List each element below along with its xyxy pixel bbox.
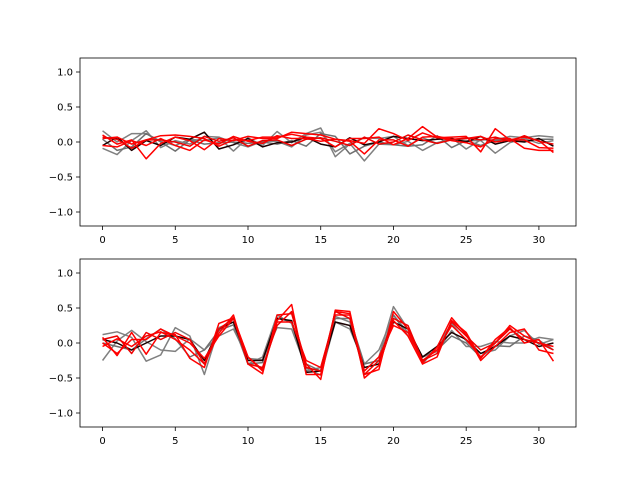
- series-line-4: [102, 127, 554, 160]
- y-tick-label: −0.5: [49, 173, 73, 184]
- x-tick-label: 30: [533, 436, 546, 447]
- x-tick-label: 10: [242, 436, 255, 447]
- y-tick-label: 0.5: [57, 304, 73, 315]
- series-line-7: [102, 310, 554, 376]
- y-tick-label: −1.0: [49, 409, 73, 420]
- x-tick-label: 0: [99, 436, 105, 447]
- x-tick-label: 20: [387, 436, 400, 447]
- x-tick-label: 15: [314, 436, 327, 447]
- series-line-7: [102, 134, 554, 150]
- bottom-subplot: 0 5 10 15 20 25 30 −1.0 −0.5 0.0 0.5 1.0: [49, 258, 577, 447]
- y-tick-label: 1.0: [57, 68, 73, 79]
- series-line-5: [102, 125, 554, 152]
- y-tick-label: 0.5: [57, 103, 73, 114]
- y-tick-label: 0.0: [57, 339, 73, 350]
- y-tick-label: 1.0: [57, 269, 73, 280]
- series-line-2: [102, 132, 554, 155]
- x-tick-label: 30: [533, 235, 546, 246]
- x-tick-label: 5: [172, 436, 178, 447]
- x-tick-label: 25: [460, 436, 473, 447]
- y-tick-label: 0.0: [57, 138, 73, 149]
- x-tick-label: 5: [172, 235, 178, 246]
- x-tick-label: 15: [314, 235, 327, 246]
- x-tick-label: 20: [387, 235, 400, 246]
- x-tick-label: 25: [460, 235, 473, 246]
- top-subplot: 0 5 10 15 20 25 30 −1.0 −0.5 0.0 0.5 1.0: [49, 57, 577, 246]
- y-tick-label: −0.5: [49, 374, 73, 385]
- x-tick-label: 10: [242, 235, 255, 246]
- y-tick-label: −1.0: [49, 208, 73, 219]
- x-tick-label: 0: [99, 235, 105, 246]
